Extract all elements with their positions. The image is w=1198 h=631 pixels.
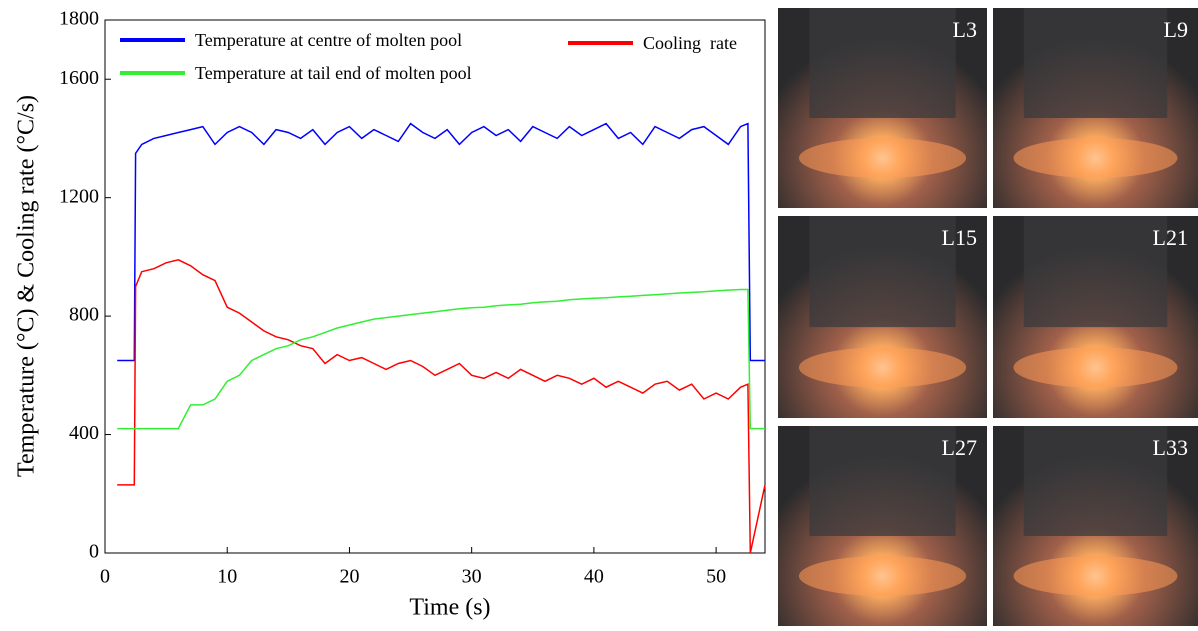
y-tick-label: 1600	[59, 67, 99, 89]
photo-label: L9	[1164, 17, 1188, 42]
photo-label: L33	[1153, 435, 1188, 460]
y-tick-label: 800	[69, 304, 99, 326]
photo-label: L21	[1153, 225, 1188, 250]
legend-label: Cooling rate	[643, 33, 737, 53]
series-line	[117, 288, 765, 430]
y-tick-label: 0	[89, 541, 99, 563]
nozzle	[1023, 216, 1168, 328]
photo-label: L3	[953, 17, 977, 42]
melt-pool	[1013, 347, 1178, 388]
x-tick-label: 20	[339, 566, 359, 588]
nozzle	[809, 8, 956, 118]
photo-label: L27	[942, 435, 977, 460]
x-tick-label: 30	[462, 566, 482, 588]
plot: 0 10 20 30 40 50 0 400 800 1200 1600 1800 Temperatur…	[59, 8, 766, 588]
x-tick-label: 10	[217, 566, 237, 588]
legend-label: Temperature at centre of molten pool	[195, 30, 462, 50]
melt-pool	[1013, 138, 1178, 178]
nozzle	[1023, 8, 1168, 118]
melt-pool	[798, 556, 967, 596]
x-tick-label: 50	[706, 566, 726, 588]
x-tick-label: 40	[584, 566, 604, 588]
legend-label: Temperature at tail end of molten pool	[195, 63, 472, 83]
y-tick-label: 1200	[59, 185, 99, 207]
y-tick-label: 400	[69, 422, 99, 444]
series-line	[117, 122, 765, 362]
melt-pool	[798, 347, 967, 388]
nozzle	[809, 426, 956, 536]
nozzle	[809, 216, 956, 328]
photo-grid: L3 L9 L15 L21 L27 L33	[778, 8, 1198, 626]
nozzle	[1023, 426, 1168, 536]
y-axis-label: Temperature (°C) & Cooling rate (°C/s)	[14, 95, 40, 477]
x-tick-label: 0	[100, 566, 110, 588]
melt-pool	[798, 138, 967, 178]
y-tick-label: 1800	[59, 8, 99, 30]
melt-pool	[1013, 556, 1178, 596]
photo-label: L15	[942, 225, 977, 250]
x-axis-label: Time (s)	[409, 595, 490, 621]
plot-frame	[104, 19, 766, 554]
series-line	[117, 259, 766, 554]
